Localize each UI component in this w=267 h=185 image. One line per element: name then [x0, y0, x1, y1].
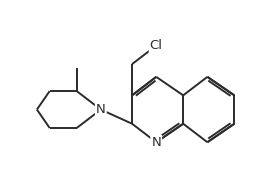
Text: Cl: Cl [150, 39, 163, 52]
Text: N: N [96, 103, 106, 116]
Text: N: N [151, 136, 161, 149]
